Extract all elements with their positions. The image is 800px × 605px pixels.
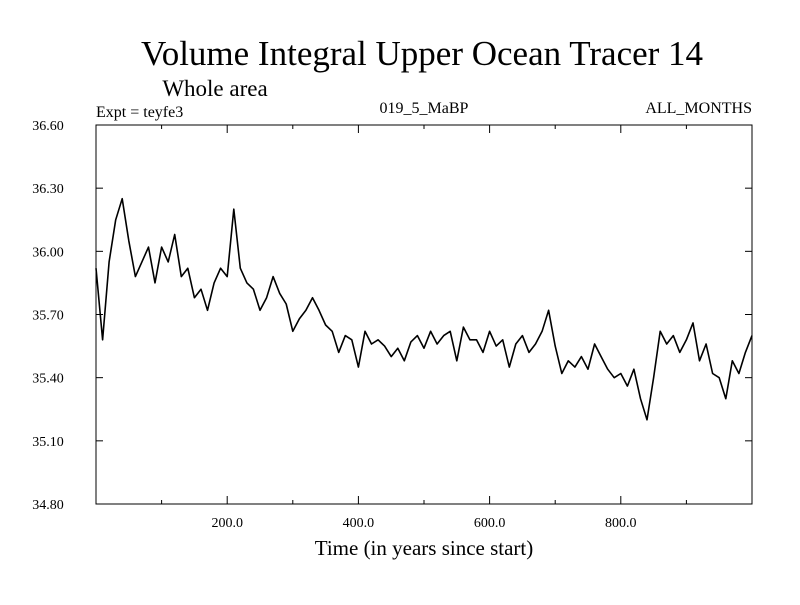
series-line-0 [95,197,753,421]
y-tick-label-1: 35.10 [32,435,64,450]
months-label: ALL_MONTHS [645,100,752,117]
y-tick-label-3: 35.70 [32,309,64,324]
chart-subtitle: Whole area [162,76,267,101]
y-tick-label-6: 36.60 [32,119,64,134]
y-tick-label-2: 35.40 [32,372,64,387]
y-tick-label-5: 36.30 [32,182,64,197]
experiment-label: Expt = teyfe3 [96,104,183,121]
x-tick-label-3: 800.0 [605,516,637,531]
y-tick-label-4: 36.00 [32,245,64,260]
plot-area-frame [95,124,753,505]
y-tick-label-0: 34.80 [32,498,64,513]
period-label: 019_5_MaBP [380,100,469,117]
x-tick-label-1: 400.0 [343,516,375,531]
x-axis-ticks: 200.0 400.0 600.0 800.0 [161,125,687,531]
x-tick-label-0: 200.0 [211,516,243,531]
y-axis-ticks: 34.80 35.10 35.40 35.70 36.00 36.30 36.60 [32,119,752,513]
x-axis-label: Time (in years since start) [315,536,534,560]
series-lines [95,197,753,421]
x-tick-label-2: 600.0 [474,516,506,531]
chart-title: Volume Integral Upper Ocean Tracer 14 [141,34,703,73]
